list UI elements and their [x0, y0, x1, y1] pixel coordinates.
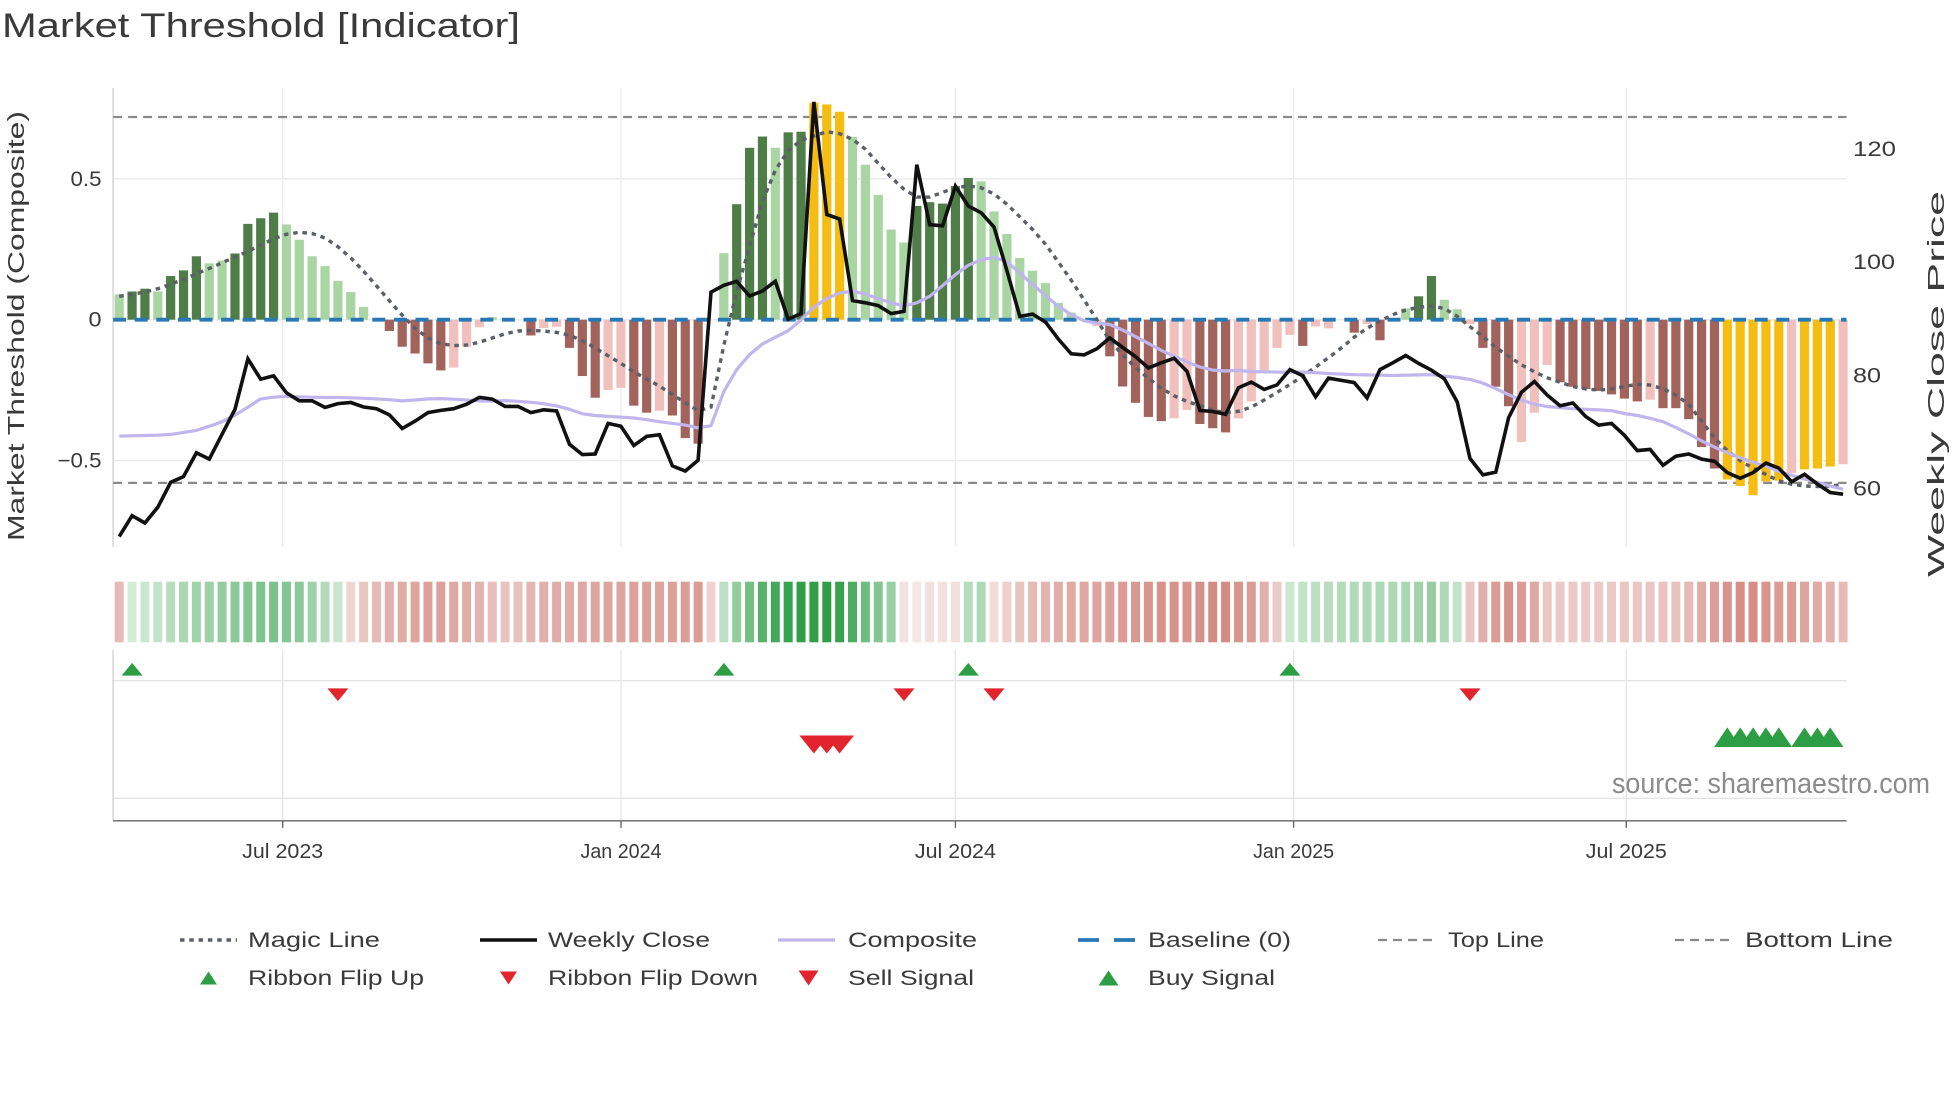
svg-text:80: 80: [1853, 364, 1881, 387]
svg-text:Jan 2024: Jan 2024: [581, 840, 662, 863]
svg-text:Jul 2024: Jul 2024: [915, 840, 996, 863]
svg-text:Jan 2025: Jan 2025: [1253, 840, 1334, 863]
svg-text:Market Threshold (Composite): Market Threshold (Composite): [3, 111, 29, 541]
svg-text:Jul 2023: Jul 2023: [242, 840, 323, 863]
svg-text:Weekly Close: Weekly Close: [548, 929, 710, 952]
svg-text:Composite: Composite: [848, 929, 977, 952]
svg-text:Jul 2025: Jul 2025: [1586, 840, 1667, 863]
svg-text:0: 0: [89, 309, 102, 332]
svg-text:Top Line: Top Line: [1448, 929, 1544, 952]
svg-text:60: 60: [1853, 478, 1881, 501]
svg-text:Baseline (0): Baseline (0): [1148, 929, 1291, 952]
svg-text:Weekly Close Price: Weekly Close Price: [1923, 191, 1949, 577]
svg-text:Bottom Line: Bottom Line: [1745, 929, 1893, 952]
svg-text:source: sharemaestro.com: source: sharemaestro.com: [1612, 768, 1930, 800]
svg-text:100: 100: [1853, 251, 1895, 274]
svg-text:Sell Signal: Sell Signal: [848, 967, 974, 990]
svg-text:Magic Line: Magic Line: [248, 929, 380, 952]
svg-text:0.5: 0.5: [71, 168, 102, 191]
svg-text:Ribbon Flip Down: Ribbon Flip Down: [548, 967, 758, 990]
svg-text:−0.5: −0.5: [58, 450, 102, 473]
svg-text:Ribbon Flip Up: Ribbon Flip Up: [248, 967, 424, 990]
svg-text:Buy Signal: Buy Signal: [1148, 967, 1275, 990]
svg-text:Market Threshold [Indicator]: Market Threshold [Indicator]: [2, 7, 520, 45]
svg-text:120: 120: [1853, 138, 1896, 161]
